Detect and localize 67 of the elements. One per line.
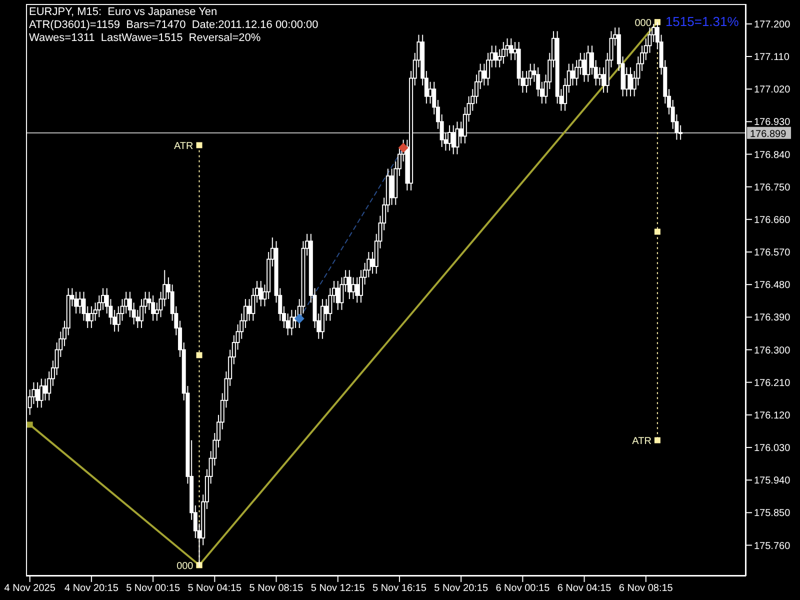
annotation: ATR(D3601)=1159 Bars=71470 Date:2011.12.16 00:00:00 [29, 19, 318, 32]
candlestick [39, 378, 44, 408]
annotation: ATR [632, 436, 652, 448]
y-tick-label: 176.120 [754, 410, 791, 422]
candlestick [74, 291, 78, 314]
candlestick [494, 45, 498, 68]
x-tick-label: 5 Nov 00:15 [126, 583, 180, 594]
point [26, 422, 33, 428]
candlestick [482, 63, 486, 86]
candlestick [258, 280, 263, 307]
x-tick-label: 5 Nov 04:15 [188, 583, 242, 594]
y-tick-label: 176.750 [754, 182, 791, 194]
chart-title: EURJPY, M15: Euro vs Japanese Yen [29, 6, 218, 19]
annotation: Wawes=1311 LastWawe=1515 Reversal=20% [29, 32, 262, 45]
y-tick-label: 175.850 [754, 508, 791, 520]
candlestick [628, 66, 632, 97]
y-tick-label: 176.300 [754, 345, 791, 356]
x-tick-label: 6 Nov 00:15 [496, 583, 550, 594]
point [654, 228, 660, 235]
x-tick-label: 4 Nov 2025 [4, 583, 56, 594]
candlestick [36, 382, 40, 408]
point [196, 352, 202, 358]
candlestick [624, 66, 629, 97]
y-tick-label: 176.570 [754, 248, 791, 259]
x-tick-label: 6 Nov 08:15 [618, 583, 674, 594]
x-tick-label: 5 Nov 08:15 [249, 583, 304, 594]
y-tick-label: 176.390 [754, 312, 791, 324]
y-tick-label: 175.940 [754, 476, 791, 487]
candlestick [351, 276, 356, 300]
annotation: 1515=1.31% [665, 14, 740, 30]
point [654, 437, 660, 444]
y-tick-label: 177.200 [754, 19, 791, 30]
candlestick [355, 276, 360, 304]
y-tick-label: 176.210 [754, 378, 791, 389]
candlestick [151, 294, 156, 322]
ref-line-label: 176.899 [750, 128, 787, 140]
annotation: ATR [174, 141, 194, 152]
annotation: 000 [176, 561, 194, 572]
x-tick-label: 4 Nov 20:15 [64, 583, 119, 594]
candlestick [78, 291, 82, 314]
x-tick-label: 6 Nov 04:15 [557, 583, 612, 594]
point [196, 142, 202, 148]
y-tick-label: 176.480 [754, 280, 791, 292]
point [294, 314, 304, 324]
point [398, 142, 408, 153]
y-tick-label: 176.840 [754, 150, 791, 161]
candlestick [586, 45, 590, 82]
candlestick [290, 309, 294, 336]
y-tick-label: 175.760 [754, 540, 791, 552]
candlestick [598, 66, 602, 86]
candlestick [89, 306, 94, 329]
annotation: 000 [634, 18, 652, 30]
y-tick-label: 177.110 [754, 52, 790, 64]
candlestick [455, 121, 460, 155]
y-tick-label: 176.660 [754, 214, 791, 226]
x-tick-label: 5 Nov 20:15 [434, 583, 488, 594]
candlestick [570, 63, 575, 86]
y-tick-label: 176.030 [754, 443, 791, 454]
x-tick-label: 5 Nov 12:15 [310, 583, 366, 594]
y-tick-label: 176.930 [754, 117, 791, 128]
y-tick-label: 177.020 [754, 84, 791, 96]
candlestick [509, 38, 514, 61]
x-tick-label: 5 Nov 16:15 [372, 583, 427, 594]
candlestick [501, 42, 506, 64]
candlestick [428, 81, 432, 104]
candlestick [347, 270, 352, 300]
candlestick [448, 124, 452, 152]
